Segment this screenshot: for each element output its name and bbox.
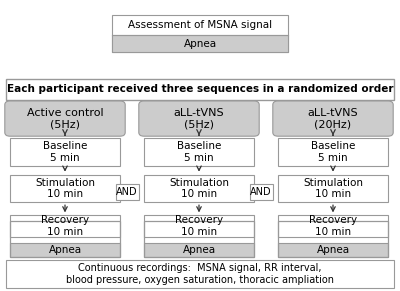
Text: Apnea: Apnea bbox=[316, 245, 350, 255]
Text: AND: AND bbox=[250, 187, 272, 197]
Bar bbox=[10, 138, 120, 166]
Bar bbox=[116, 184, 139, 200]
Text: Stimulation
10 min: Stimulation 10 min bbox=[35, 178, 95, 199]
Bar bbox=[10, 243, 120, 257]
Bar bbox=[278, 138, 388, 166]
Bar bbox=[278, 243, 388, 257]
FancyBboxPatch shape bbox=[273, 101, 393, 136]
Bar bbox=[112, 35, 288, 52]
Bar bbox=[278, 215, 388, 237]
Bar bbox=[112, 15, 288, 52]
Text: AND: AND bbox=[116, 187, 138, 197]
Text: Stimulation
10 min: Stimulation 10 min bbox=[303, 178, 363, 199]
Bar bbox=[144, 138, 254, 166]
Text: Recovery
10 min: Recovery 10 min bbox=[309, 215, 357, 237]
Text: Stimulation
10 min: Stimulation 10 min bbox=[169, 178, 229, 199]
Text: aLL-tVNS
(20Hz): aLL-tVNS (20Hz) bbox=[308, 108, 358, 129]
Bar bbox=[10, 221, 120, 257]
FancyBboxPatch shape bbox=[139, 101, 259, 136]
Bar bbox=[144, 243, 254, 257]
Text: aLL-tVNS
(5Hz): aLL-tVNS (5Hz) bbox=[174, 108, 224, 129]
Text: Baseline
5 min: Baseline 5 min bbox=[177, 141, 221, 163]
Text: Assessment of MSNA signal: Assessment of MSNA signal bbox=[128, 20, 272, 30]
Bar bbox=[278, 175, 388, 202]
Text: Recovery
10 min: Recovery 10 min bbox=[175, 215, 223, 237]
Text: Apnea: Apnea bbox=[48, 245, 82, 255]
Text: Continuous recordings:  MSNA signal, RR interval,
blood pressure, oxygen saturat: Continuous recordings: MSNA signal, RR i… bbox=[66, 263, 334, 285]
Text: Recovery
10 min: Recovery 10 min bbox=[41, 215, 89, 237]
Bar bbox=[144, 215, 254, 237]
Bar bbox=[278, 221, 388, 257]
Bar bbox=[250, 184, 273, 200]
Text: Active control
(5Hz): Active control (5Hz) bbox=[27, 108, 103, 129]
Bar bbox=[6, 79, 394, 100]
Text: Apnea: Apnea bbox=[184, 39, 216, 49]
Text: Each participant received three sequences in a randomized order: Each participant received three sequence… bbox=[7, 84, 393, 95]
Text: Apnea: Apnea bbox=[182, 245, 216, 255]
Bar bbox=[144, 175, 254, 202]
Text: Baseline
5 min: Baseline 5 min bbox=[311, 141, 355, 163]
Text: Baseline
5 min: Baseline 5 min bbox=[43, 141, 87, 163]
Bar bbox=[10, 175, 120, 202]
Bar bbox=[144, 221, 254, 257]
Bar bbox=[10, 215, 120, 237]
FancyBboxPatch shape bbox=[5, 101, 125, 136]
Bar bbox=[6, 260, 394, 288]
